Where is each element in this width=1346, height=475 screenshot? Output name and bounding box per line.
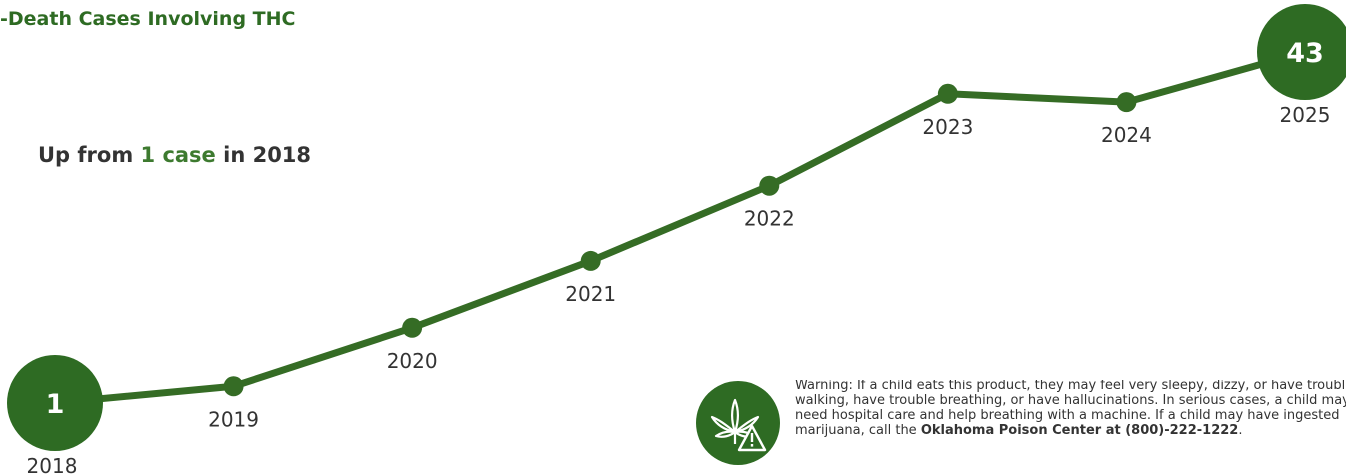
data-label-2025: 43 bbox=[1286, 38, 1324, 69]
subtitle-prefix: Up from bbox=[38, 143, 141, 167]
subtitle-suffix: in 2018 bbox=[215, 143, 312, 167]
x-label-2020: 2020 bbox=[387, 349, 438, 373]
data-point-2025 bbox=[1257, 4, 1346, 100]
subtitle-highlight: 1 case bbox=[140, 143, 216, 167]
data-point-2019 bbox=[223, 376, 244, 397]
x-label-2021: 2021 bbox=[565, 282, 616, 306]
data-point-2022 bbox=[759, 175, 780, 196]
data-point-2021 bbox=[580, 250, 601, 271]
x-label-2018: 2018 bbox=[27, 454, 78, 475]
x-label-2022: 2022 bbox=[744, 207, 795, 231]
warning-text-main: Warning: If a child eats this product, t… bbox=[795, 380, 1346, 438]
x-label-2024: 2024 bbox=[1101, 123, 1152, 147]
data-point-2018 bbox=[7, 355, 103, 451]
chart-subtitle: Up from 1 case in 2018 bbox=[38, 143, 311, 167]
data-point-2023 bbox=[937, 83, 958, 104]
x-label-2019: 2019 bbox=[208, 407, 259, 431]
warning-text-poison-center: Oklahoma Poison Center at (800)-222-1222 bbox=[920, 423, 1239, 438]
data-point-2024 bbox=[1116, 92, 1137, 113]
series-line bbox=[51, 48, 1309, 407]
cannabis-warning-icon bbox=[696, 381, 780, 465]
warning-text-end: . bbox=[1238, 423, 1243, 438]
warning-text: Warning: If a child eats this product, t… bbox=[795, 380, 1346, 438]
x-label-2023: 2023 bbox=[922, 115, 973, 139]
data-point-2020 bbox=[402, 317, 423, 338]
x-label-2025: 2025 bbox=[1280, 103, 1331, 127]
data-label-2018: 1 bbox=[46, 389, 65, 420]
warning-box: Warning: If a child eats this product, t… bbox=[695, 380, 1346, 475]
chart-title: -Death Cases Involving THC bbox=[0, 8, 296, 30]
